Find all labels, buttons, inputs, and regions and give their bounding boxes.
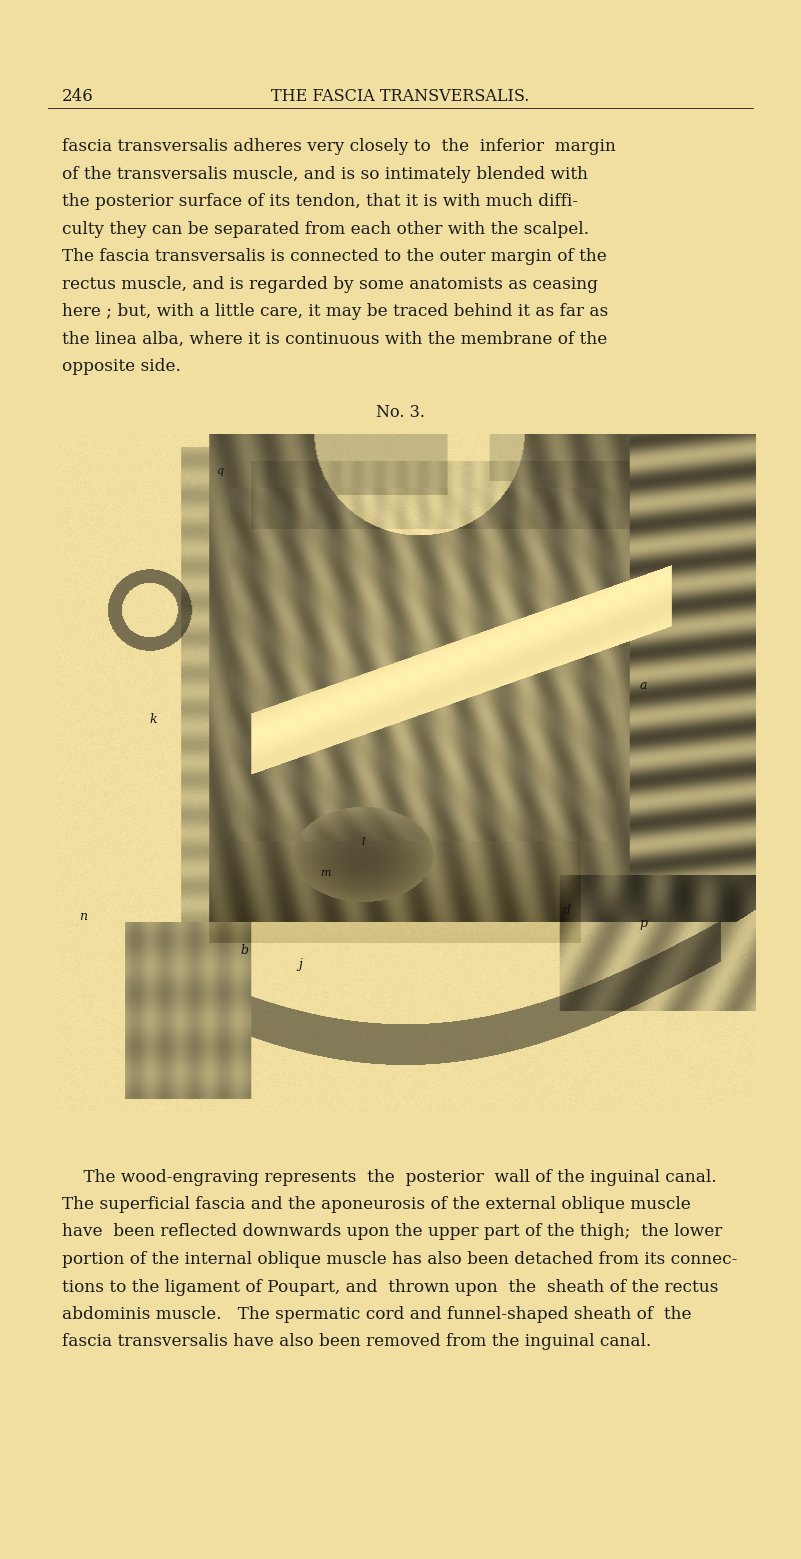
Text: abdominis muscle.   The spermatic cord and funnel-shaped sheath of  the: abdominis muscle. The spermatic cord and… (62, 1306, 691, 1324)
Text: the linea alba, where it is continuous with the membrane of the: the linea alba, where it is continuous w… (62, 331, 607, 348)
Text: b: b (240, 945, 248, 957)
Text: d: d (562, 904, 570, 917)
Text: fascia transversalis have also been removed from the inguinal canal.: fascia transversalis have also been remo… (62, 1333, 651, 1350)
Text: n: n (79, 910, 87, 923)
Text: The wood-engraving represents  the  posterior  wall of the inguinal canal.: The wood-engraving represents the poster… (62, 1169, 717, 1185)
Text: have  been reflected downwards upon the upper part of the thigh;  the lower: have been reflected downwards upon the u… (62, 1224, 723, 1241)
Text: opposite side.: opposite side. (62, 359, 181, 376)
Text: here ; but, with a little care, it may be traced behind it as far as: here ; but, with a little care, it may b… (62, 302, 608, 320)
Text: of the transversalis muscle, and is so intimately blended with: of the transversalis muscle, and is so i… (62, 165, 588, 182)
Text: THE FASCIA TRANSVERSALIS.: THE FASCIA TRANSVERSALIS. (271, 87, 529, 104)
Text: The fascia transversalis is connected to the outer margin of the: The fascia transversalis is connected to… (62, 248, 606, 265)
Text: tions to the ligament of Poupart, and  thrown upon  the  sheath of the rectus: tions to the ligament of Poupart, and th… (62, 1278, 718, 1296)
Text: culty they can be separated from each other with the scalpel.: culty they can be separated from each ot… (62, 220, 589, 237)
Text: The superficial fascia and the aponeurosis of the external oblique muscle: The superficial fascia and the aponeuros… (62, 1196, 690, 1213)
Text: m: m (320, 868, 330, 878)
Text: p: p (639, 917, 647, 931)
Text: a: a (640, 680, 647, 692)
Text: k: k (150, 712, 157, 726)
Text: the posterior surface of its tendon, that it is with much diffi-: the posterior surface of its tendon, tha… (62, 193, 578, 210)
Text: rectus muscle, and is regarded by some anatomists as ceasing: rectus muscle, and is regarded by some a… (62, 276, 598, 293)
Text: j: j (299, 957, 303, 971)
Text: 246: 246 (62, 87, 94, 104)
Text: No. 3.: No. 3. (376, 404, 425, 421)
Text: l: l (362, 837, 365, 847)
Text: portion of the internal oblique muscle has also been detached from its connec-: portion of the internal oblique muscle h… (62, 1250, 738, 1267)
Text: q: q (216, 466, 223, 477)
Text: fascia transversalis adheres very closely to  the  inferior  margin: fascia transversalis adheres very closel… (62, 139, 616, 154)
